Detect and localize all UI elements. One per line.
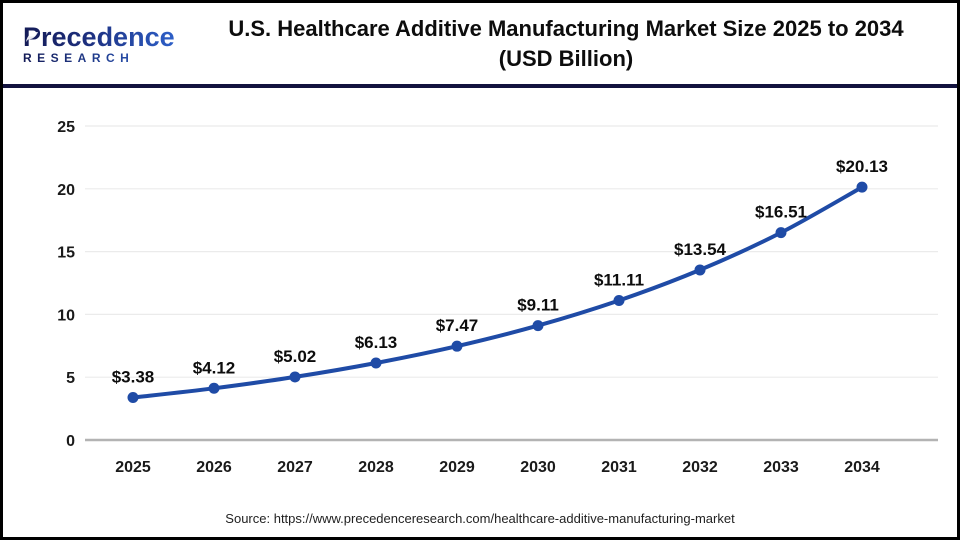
x-tick-label: 2026 [196, 459, 232, 476]
data-point [208, 382, 220, 394]
data-point-label: $9.11 [517, 296, 559, 315]
chart-title-block: U.S. Healthcare Additive Manufacturing M… [183, 14, 957, 74]
data-point [856, 181, 868, 193]
x-tick-label: 2032 [682, 459, 718, 476]
data-point [451, 340, 463, 352]
data-point-label: $16.51 [755, 203, 807, 222]
data-point [613, 294, 625, 306]
x-tick-label: 2033 [763, 459, 799, 476]
data-point-label: $4.12 [193, 358, 236, 377]
y-tick-label: 0 [66, 433, 75, 450]
x-tick-label: 2028 [358, 459, 394, 476]
page-title-line1: U.S. Healthcare Additive Manufacturing M… [228, 15, 904, 41]
logo-subtitle: RESEARCH [23, 51, 183, 65]
data-point [775, 227, 787, 239]
page-title-line2: (USD Billion) [498, 45, 634, 71]
logo-wordmark: Precedence [23, 23, 183, 51]
chart-area: 0 5 10 15 20 25 2025 2026 2027 2028 2029 2030 2031 20… [3, 88, 957, 503]
data-point-label: $3.38 [112, 368, 155, 387]
x-tick-label: 2025 [115, 459, 151, 476]
x-tick-label: 2034 [844, 459, 880, 476]
y-tick-label: 15 [57, 245, 75, 262]
x-tick-label: 2030 [520, 459, 556, 476]
data-point-label: $11.11 [594, 270, 644, 289]
data-point [370, 357, 382, 369]
x-tick-label: 2029 [439, 459, 475, 476]
precedence-research-logo: Precedence RESEARCH [3, 23, 183, 65]
data-point-label: $7.47 [436, 316, 479, 335]
trend-line [131, 185, 864, 400]
y-tick-label: 25 [57, 119, 75, 136]
y-tick-label: 10 [57, 307, 75, 324]
data-point-label: $20.13 [836, 157, 888, 176]
data-point-label: $13.54 [674, 240, 727, 259]
footer: Source: https://www.precedenceresearch.c… [3, 503, 957, 536]
y-tick-label: 20 [57, 182, 75, 199]
header-divider [3, 84, 957, 88]
data-point [532, 320, 544, 332]
data-point-label: $6.13 [355, 333, 398, 352]
x-tick-label: 2027 [277, 459, 313, 476]
y-tick-label: 5 [66, 370, 75, 387]
data-point [289, 371, 301, 383]
x-tick-label: 2031 [601, 459, 637, 476]
header: Precedence RESEARCH U.S. Healthcare Addi… [3, 3, 957, 84]
data-point [694, 264, 706, 276]
source-citation: Source: https://www.precedenceresearch.c… [225, 511, 735, 526]
data-point [127, 392, 139, 404]
data-point-label: $5.02 [274, 347, 317, 366]
